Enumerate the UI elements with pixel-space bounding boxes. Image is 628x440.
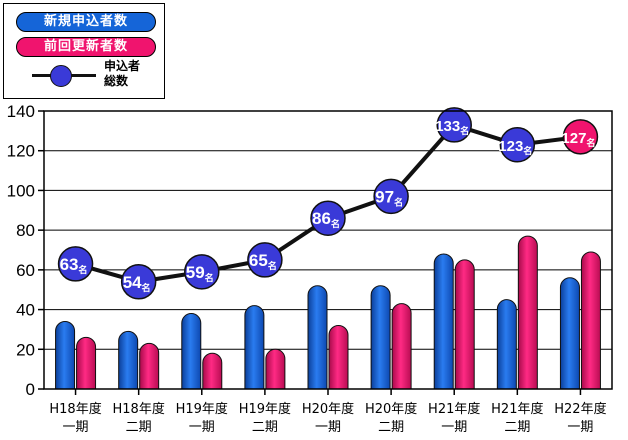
bar-renew-5 <box>328 324 349 390</box>
axes <box>43 110 613 390</box>
total-point-marker <box>57 246 94 282</box>
total-point-marker <box>562 119 599 155</box>
total-point-label: 133名 <box>435 118 469 136</box>
x-tick-label: H18年度一期 <box>49 401 101 435</box>
y-tick-label: 40 <box>16 301 35 320</box>
y-axis-ticks: 0 20 40 60 80 100 120 140 <box>7 102 44 399</box>
bar-new-5 <box>307 285 328 390</box>
bar-new-6 <box>370 285 391 390</box>
bar-renew-8 <box>517 235 538 390</box>
y-tick-label: 80 <box>16 221 35 240</box>
y-tick-label: 60 <box>16 261 35 280</box>
bar-new-1 <box>55 320 76 390</box>
total-point-label: 123名 <box>498 138 532 156</box>
y-tick-label: 0 <box>26 380 35 399</box>
total-point-7: 133名 <box>435 107 472 143</box>
x-tick-label: H18年度二期 <box>113 401 165 435</box>
x-tick-label: H22年度一期 <box>554 401 606 435</box>
bar-renew-3 <box>202 352 223 390</box>
bar-renew-6 <box>391 303 412 390</box>
total-point-marker <box>247 242 283 278</box>
bar-new-7 <box>433 253 454 390</box>
total-point-marker <box>499 127 536 163</box>
plot-frame <box>43 110 613 390</box>
x-tick-label: H20年度二期 <box>365 401 417 435</box>
total-point-label: 54名 <box>123 273 151 293</box>
total-point-2: 54名 <box>120 264 157 300</box>
legend-new-applicants: 新規申込者数 <box>16 12 156 32</box>
total-point-label: 59名 <box>186 263 214 283</box>
total-point-label: 127名 <box>561 130 595 148</box>
total-point-3: 59名 <box>184 254 220 290</box>
bar-renew-2 <box>139 342 160 390</box>
total-point-marker <box>373 178 409 215</box>
total-point-marker <box>120 264 157 300</box>
total-point-label: 86名 <box>312 209 340 229</box>
total-point-9: 127名 <box>561 119 599 155</box>
total-point-1: 63名 <box>57 246 94 282</box>
legend: 新規申込者数 前回更新者数 申込者 総数 <box>3 3 165 99</box>
bar-new-2 <box>118 330 139 390</box>
total-point-4: 65名 <box>247 242 283 278</box>
legend-total-applicants: 申込者 総数 <box>104 59 141 88</box>
bar-new-4 <box>244 305 265 390</box>
total-point-5: 86名 <box>310 200 346 236</box>
y-tick-label: 120 <box>7 142 35 161</box>
bar-renew-1 <box>76 336 97 390</box>
total-point-6: 97名 <box>373 178 409 215</box>
total-points: 63名 54名 59名 65名 86名 97名 133名 123名 127名 <box>57 107 599 300</box>
x-tick-label: H20年度一期 <box>302 401 354 435</box>
y-tick-label: 100 <box>7 181 35 200</box>
legend-renewals: 前回更新者数 <box>16 37 156 57</box>
total-point-marker <box>310 200 346 236</box>
total-point-label: 97名 <box>375 187 403 207</box>
total-point-label: 65名 <box>249 251 277 271</box>
y-tick-label: 20 <box>16 340 35 359</box>
x-axis-ticks: H18年度一期 H18年度二期 H19年度一期 H19年度二期 H20年度一期 H20年度… <box>49 389 607 435</box>
bar-new-9 <box>559 277 580 390</box>
total-point-marker <box>184 254 220 290</box>
bars <box>55 235 601 390</box>
total-point-label: 63名 <box>60 255 88 275</box>
total-point-8: 123名 <box>498 127 536 163</box>
bar-new-8 <box>496 299 517 390</box>
legend-dot-marker <box>50 65 72 87</box>
x-tick-label: H21年度一期 <box>428 401 480 435</box>
x-tick-label: H19年度一期 <box>176 401 228 435</box>
bar-renew-9 <box>580 251 601 390</box>
x-tick-label: H21年度二期 <box>491 401 543 435</box>
x-tick-label: H19年度二期 <box>239 401 291 435</box>
total-point-marker <box>436 107 472 143</box>
bar-renew-7 <box>454 259 475 390</box>
bar-renew-4 <box>265 348 286 390</box>
bar-new-3 <box>181 313 202 390</box>
y-tick-label: 140 <box>7 102 35 121</box>
